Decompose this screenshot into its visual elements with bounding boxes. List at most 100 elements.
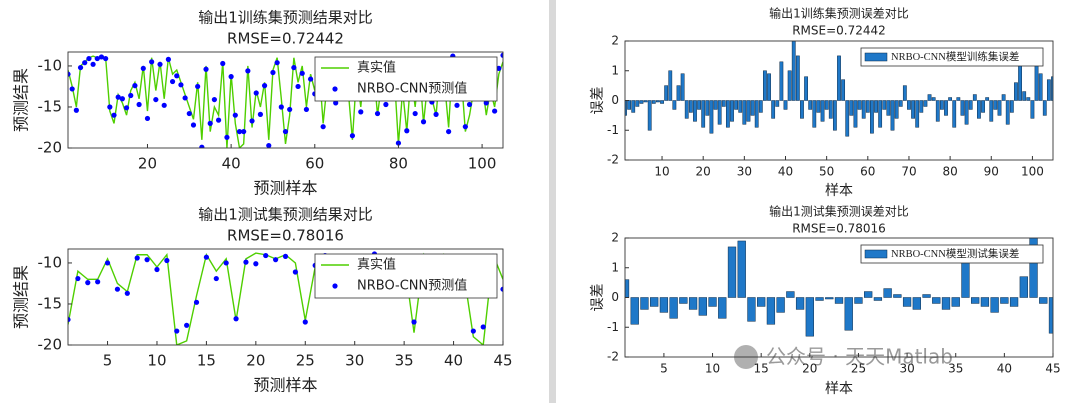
legend-label: NRBO-CNN预测值	[357, 278, 467, 294]
prediction-point	[195, 83, 201, 90]
error-bar	[956, 97, 961, 101]
panel-divider	[549, 0, 556, 403]
error-bar	[1051, 76, 1053, 101]
prediction-point	[136, 101, 142, 108]
error-bar	[961, 258, 970, 298]
error-bar	[972, 94, 977, 101]
error-bar	[981, 100, 985, 113]
x-tick-label: 40	[222, 155, 241, 173]
error-bar	[664, 85, 669, 101]
error-bar	[907, 100, 911, 110]
x-tick-label: 20	[802, 362, 817, 376]
axes-box	[624, 40, 1054, 161]
prediction-point	[412, 110, 418, 117]
legend-label: NRBO-CNN模型训练集误差	[891, 50, 1019, 63]
y-tick-label: 2	[611, 231, 619, 245]
error-bar	[865, 100, 870, 113]
prediction-point	[223, 260, 229, 266]
prediction-point	[144, 257, 150, 263]
legend-label: NRBO-CNN模型测试集误差	[891, 247, 1019, 260]
prediction-point	[86, 55, 92, 62]
prediction-point	[90, 61, 96, 67]
prediction-point	[69, 86, 75, 92]
x-tick-label: 30	[345, 352, 364, 370]
error-bar	[684, 100, 689, 119]
error-bar	[820, 100, 825, 122]
y-tick-label: -20	[38, 139, 63, 157]
error-bar	[791, 41, 796, 101]
prediction-point	[299, 70, 305, 76]
error-bar	[939, 100, 944, 110]
y-axis-label: 误差	[590, 87, 606, 115]
error-bar	[786, 291, 795, 298]
prediction-point	[153, 96, 159, 103]
legend: NRBO-CNN模型训练集误差	[860, 47, 1044, 67]
prediction-point	[199, 144, 205, 148]
y-tick-label: -15	[38, 97, 63, 115]
error-bar	[951, 297, 960, 307]
y-tick-label: -20	[38, 336, 63, 354]
prediction-point	[203, 66, 209, 72]
error-bar	[841, 79, 846, 101]
prediction-point	[358, 109, 364, 115]
prediction-point	[270, 69, 276, 76]
error-bar	[787, 70, 792, 101]
error-bar	[832, 100, 837, 131]
error-bar	[861, 100, 866, 119]
prediction-point	[253, 90, 259, 96]
error-bar	[923, 100, 928, 107]
error-bar	[960, 100, 965, 116]
error-bar	[747, 297, 756, 322]
error-bar	[948, 97, 953, 101]
prediction-point	[144, 115, 151, 122]
error-bar	[767, 73, 771, 101]
error-bar	[705, 100, 710, 116]
error-bar	[750, 100, 755, 116]
x-tick-label: 80	[389, 155, 408, 173]
prediction-point	[98, 54, 105, 60]
error-bar	[985, 97, 990, 101]
error-bar	[688, 297, 698, 310]
chart-subtitle: RMSE=0.78016	[227, 227, 344, 245]
prediction-point	[232, 112, 238, 118]
watermark: 公众号 · 天天Matlab	[766, 345, 953, 369]
error-bar	[775, 100, 780, 107]
prediction-point	[349, 133, 356, 139]
error-bar	[834, 297, 844, 304]
y-tick-label: 1	[611, 260, 619, 274]
x-tick-label: 15	[754, 362, 769, 376]
error-bar	[630, 297, 639, 325]
chart: 输出1训练集预测结果对比 RMSE=0.72442 预测样本 预测结果 -20 -15 -1…	[12, 9, 504, 198]
error-bar	[635, 100, 640, 107]
chart-title: 输出1测试集预测结果对比	[198, 206, 373, 224]
prediction-point	[68, 316, 71, 323]
chart-title: 输出1训练集预测结果对比	[198, 9, 373, 27]
y-tick-label: 0	[611, 290, 619, 304]
error-bar	[1038, 73, 1043, 101]
prediction-point	[496, 65, 502, 72]
prediction-point	[466, 101, 473, 108]
x-tick-label: 30	[899, 362, 914, 376]
error-bar	[659, 297, 669, 313]
error-bar	[890, 100, 895, 131]
prediction-point	[107, 104, 113, 110]
y-tick-label: -10	[38, 253, 63, 271]
x-tick-label: 15	[197, 352, 216, 370]
prediction-point	[211, 96, 217, 103]
error-bar	[713, 100, 718, 110]
error-bar	[697, 100, 701, 110]
prediction-point	[75, 275, 81, 282]
error-bar	[854, 297, 863, 304]
error-bar	[971, 297, 980, 304]
y-tick-label: 1	[611, 63, 619, 77]
chart-title: 输出1测试集预测误差对比	[769, 204, 909, 219]
error-bar	[669, 297, 678, 319]
prediction-point	[236, 128, 243, 135]
chart: 输出1训练集预测误差对比 RMSE=0.72442 样本 误差 -2 -1 0 1 2 10 20 3…	[590, 6, 1054, 199]
prediction-point	[263, 252, 269, 259]
prediction-point	[292, 269, 298, 275]
prediction-point	[243, 259, 249, 265]
chart-subtitle: RMSE=0.72442	[792, 24, 886, 38]
x-tick-label: 100	[1021, 165, 1044, 179]
error-bar	[1014, 82, 1018, 101]
